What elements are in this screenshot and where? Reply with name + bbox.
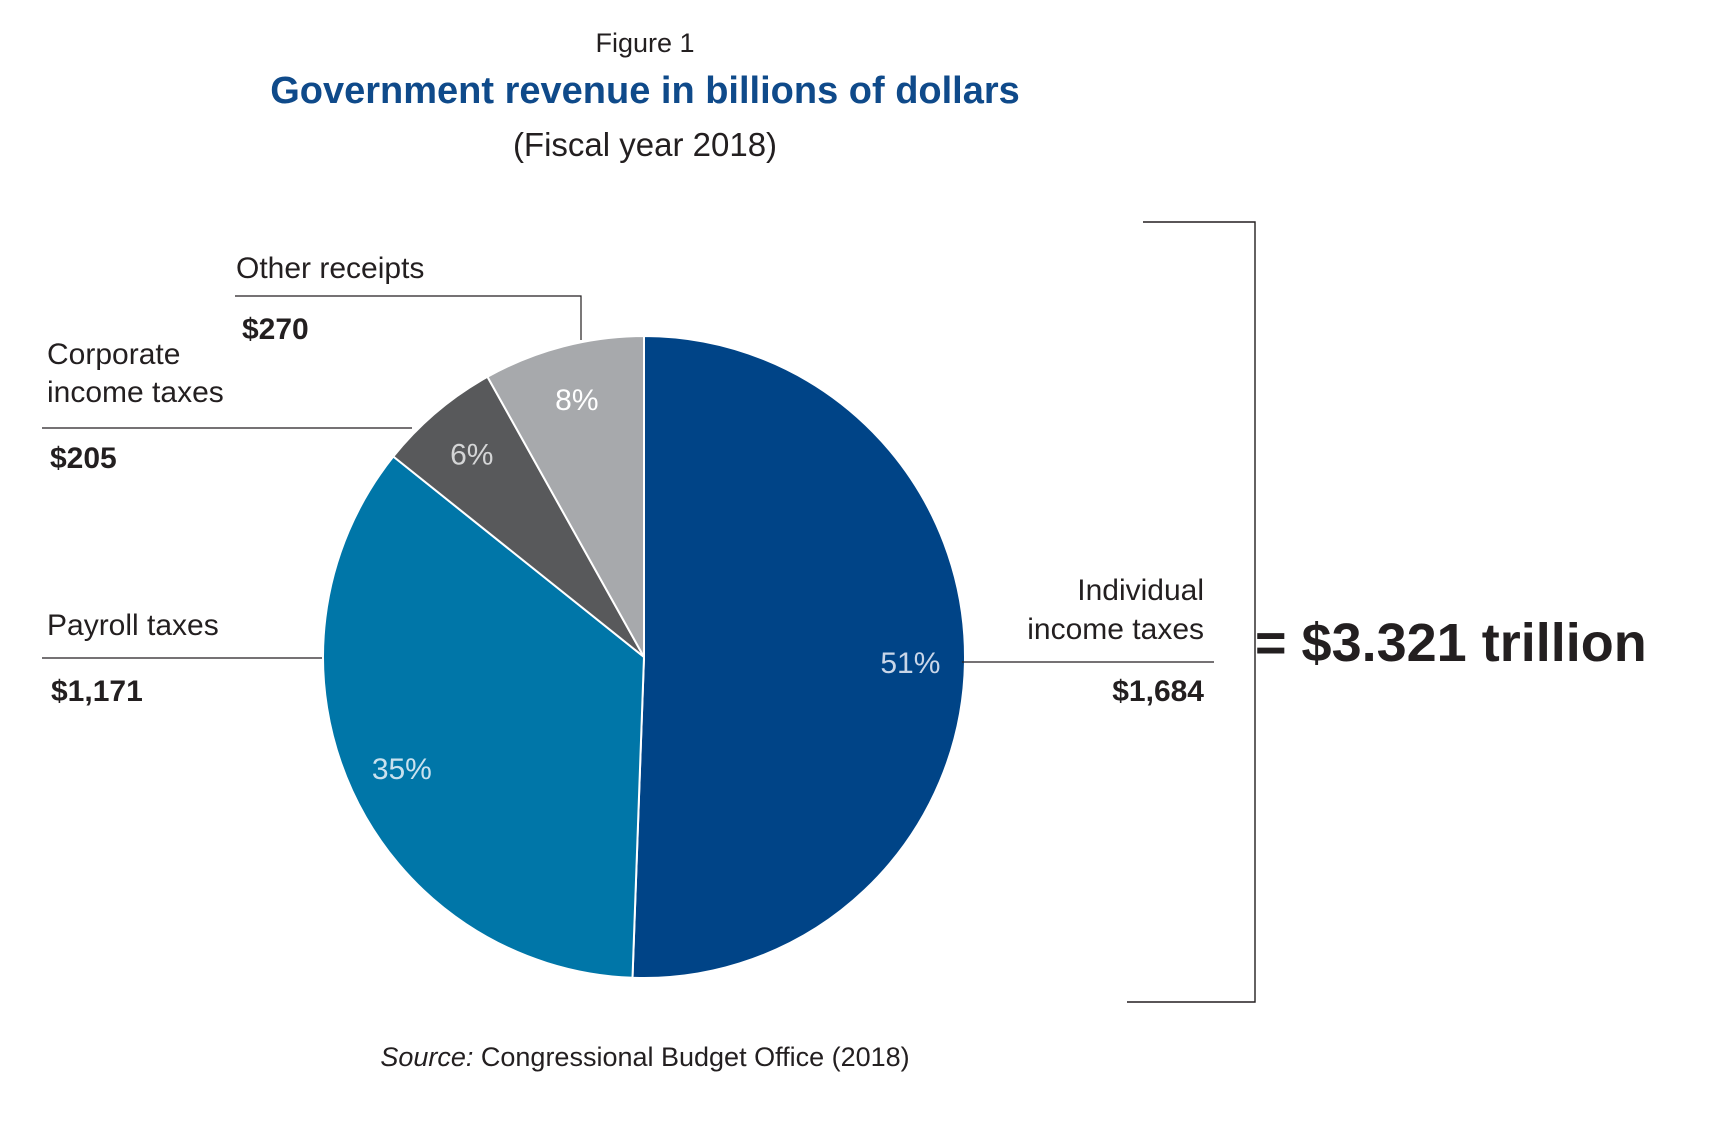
percent-label-other: 8% bbox=[555, 384, 598, 417]
amount-individual: $1,684 bbox=[1112, 675, 1204, 708]
amount-payroll: $1,171 bbox=[51, 675, 143, 708]
total-bracket bbox=[1127, 221, 1256, 1003]
percent-label-individual: 51% bbox=[880, 647, 940, 680]
leader-lines bbox=[42, 295, 1214, 663]
chart-subtitle: (Fiscal year 2018) bbox=[512, 126, 778, 163]
pie-slice-individual bbox=[631, 334, 966, 979]
amount-corporate: $205 bbox=[50, 442, 117, 475]
source-note: Source: Congressional Budget Office (201… bbox=[0, 1042, 1290, 1073]
percent-labels: 51% 35% 6% 8% bbox=[372, 384, 941, 786]
label-payroll: Payroll taxes bbox=[47, 609, 219, 642]
source-text: Congressional Budget Office (2018) bbox=[473, 1042, 910, 1072]
pie-slices bbox=[322, 334, 966, 979]
label-corporate-line1: Corporate bbox=[47, 338, 181, 371]
pie-slice-payroll bbox=[322, 455, 646, 979]
source-prefix: Source: bbox=[380, 1042, 474, 1072]
total-revenue: = $3.321 trillion bbox=[1255, 613, 1647, 673]
label-other: Other receipts bbox=[236, 252, 425, 285]
pie-slice-corporate bbox=[391, 375, 645, 658]
leader-line-other bbox=[235, 295, 582, 340]
percent-label-payroll: 35% bbox=[372, 753, 432, 786]
chart-title: Government revenue in billions of dollar… bbox=[270, 70, 1020, 112]
percent-label-corporate: 6% bbox=[450, 439, 493, 472]
amount-other: $270 bbox=[242, 313, 309, 346]
pie-slice-other bbox=[486, 334, 645, 661]
label-individual-line1: Individual bbox=[1077, 574, 1204, 607]
label-individual-line2: income taxes bbox=[1027, 613, 1204, 646]
figure-label: Figure 1 bbox=[595, 28, 695, 58]
label-corporate-line2: income taxes bbox=[47, 376, 224, 409]
